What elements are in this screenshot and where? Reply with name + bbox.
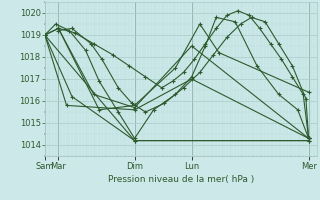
X-axis label: Pression niveau de la mer( hPa ): Pression niveau de la mer( hPa ) <box>108 175 254 184</box>
